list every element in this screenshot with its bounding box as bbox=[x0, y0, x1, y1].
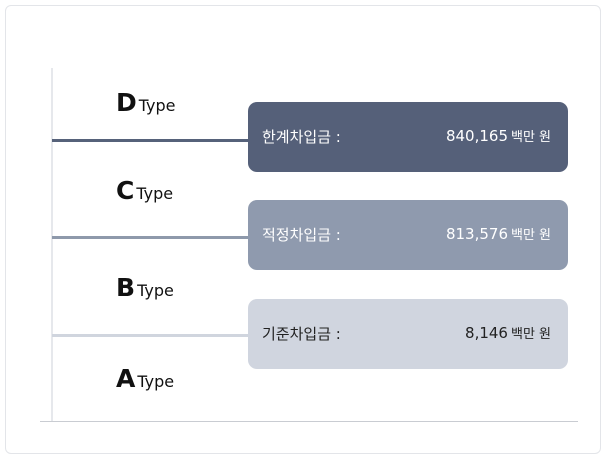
value-box: 적정차입금 : 813,576 백만 원 bbox=[248, 200, 568, 270]
value-unit: 백만 원 bbox=[510, 130, 551, 145]
type-word: Type bbox=[136, 184, 174, 203]
value-unit: 백만 원 bbox=[510, 327, 551, 342]
value-unit: 백만 원 bbox=[510, 228, 551, 243]
type-label: C Type bbox=[116, 176, 173, 205]
level-line bbox=[52, 139, 252, 142]
box-value: 840,165 백만 원 bbox=[446, 126, 551, 145]
type-letter: D bbox=[116, 88, 137, 117]
type-label: A Type bbox=[116, 364, 174, 393]
type-word: Type bbox=[138, 96, 176, 115]
value-box: 기준차입금 : 8,146 백만 원 bbox=[248, 299, 568, 369]
vertical-line bbox=[51, 68, 53, 422]
value-box: 한계차입금 : 840,165 백만 원 bbox=[248, 102, 568, 172]
type-label: B Type bbox=[116, 273, 174, 302]
box-value: 813,576 백만 원 bbox=[446, 224, 551, 243]
type-word: Type bbox=[137, 372, 175, 391]
type-letter: C bbox=[116, 176, 135, 205]
baseline bbox=[40, 421, 578, 422]
box-value: 8,146 백만 원 bbox=[465, 323, 551, 342]
type-letter: B bbox=[116, 273, 136, 302]
level-line bbox=[52, 334, 252, 337]
box-label: 적정차입금 : bbox=[262, 226, 341, 244]
box-label: 한계차입금 : bbox=[262, 128, 341, 146]
type-letter: A bbox=[116, 364, 136, 393]
value-number: 813,576 bbox=[445, 225, 508, 243]
level-line bbox=[52, 236, 252, 239]
box-label: 기준차입금 : bbox=[262, 325, 341, 343]
value-number: 8,146 bbox=[465, 324, 508, 342]
type-label: D Type bbox=[116, 88, 176, 117]
card bbox=[5, 5, 601, 454]
value-number: 840,165 bbox=[445, 127, 508, 145]
type-word: Type bbox=[137, 281, 174, 300]
